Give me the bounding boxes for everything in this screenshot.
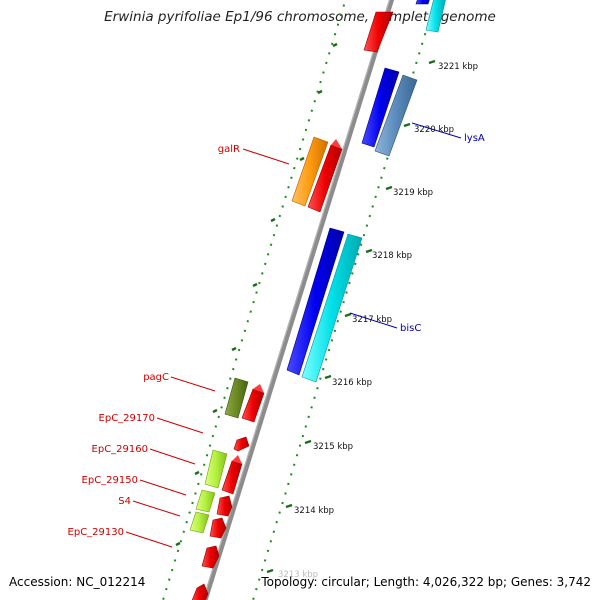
label-bisC[interactable]: bisC <box>400 323 421 334</box>
gene-bisC[interactable] <box>301 233 363 383</box>
label-EpC_29170[interactable]: EpC_29170 <box>99 413 155 424</box>
leader-EpC_29170 <box>156 417 204 434</box>
scale-label-3221: 3221 kbp <box>438 62 478 72</box>
gene-S4[interactable] <box>189 511 210 534</box>
leader-EpC_29150 <box>139 479 187 496</box>
gene-arrow-red-7[interactable] <box>201 545 220 569</box>
gene-EpC_29150[interactable] <box>195 489 216 513</box>
gene-pagC[interactable] <box>224 377 249 419</box>
leader-pagC <box>170 376 216 392</box>
inner-tick-track <box>251 0 437 600</box>
gene-arrow-blue-1[interactable] <box>361 67 400 148</box>
topology-info: Topology: circular; Length: 4,026,322 bp… <box>261 575 591 589</box>
map-title: Erwinia pyrifoliae Ep1/96 chromosome, co… <box>104 9 496 25</box>
leader-galR <box>242 148 290 165</box>
outer-major-ticks <box>175 42 338 547</box>
accession-info: Accession: NC_012214 <box>9 575 145 589</box>
accession-text: Accession: NC_012214 <box>9 575 146 589</box>
gene-lysA[interactable] <box>374 74 418 157</box>
topology-text: Topology: circular; Length: 4,026,322 bp… <box>261 575 591 589</box>
gene-EpC_29160[interactable] <box>204 449 228 489</box>
label-lysA[interactable]: lysA <box>464 133 485 144</box>
gene-arrow-top-red[interactable] <box>363 11 394 53</box>
label-EpC_29150[interactable]: EpC_29150 <box>82 475 138 486</box>
leader-EpC_29160 <box>149 448 196 465</box>
leader-bisC <box>349 312 398 329</box>
gene-arrow-red-1[interactable] <box>307 144 343 213</box>
label-galR[interactable]: galR <box>218 144 240 155</box>
gene-arrow-red-3[interactable] <box>233 436 250 452</box>
scale-label-3215: 3215 kbp <box>313 442 353 452</box>
leader-S4 <box>132 500 181 517</box>
gene-arrow-red-8[interactable] <box>191 583 209 600</box>
gene-arrow-red-5[interactable] <box>216 495 233 517</box>
gene-arrow-blue-top[interactable] <box>415 0 430 5</box>
leader-EpC_29130 <box>125 531 173 548</box>
inner-major-ticks <box>266 59 436 574</box>
genome-backbone <box>202 0 395 600</box>
label-pagC[interactable]: pagC <box>143 372 169 383</box>
outer-tick-track <box>161 0 347 600</box>
label-EpC_29160[interactable]: EpC_29160 <box>92 444 148 455</box>
label-EpC_29130[interactable]: EpC_29130 <box>68 527 124 538</box>
gene-galR[interactable] <box>291 136 329 207</box>
gene-arrow-red-6[interactable] <box>209 517 227 539</box>
scale-label-3216: 3216 kbp <box>332 378 372 388</box>
scale-label-3214: 3214 kbp <box>294 506 334 516</box>
gene-arrow-cyan-top[interactable] <box>425 0 446 33</box>
gene-arrow-blue-2[interactable] <box>286 227 345 376</box>
scale-label-3213: 3213 kbp <box>278 570 318 580</box>
label-S4[interactable]: S4 <box>118 496 131 507</box>
scale-label-3219: 3219 kbp <box>393 188 433 198</box>
leader-lysA <box>411 122 462 139</box>
scale-label-3218: 3218 kbp <box>372 251 412 261</box>
